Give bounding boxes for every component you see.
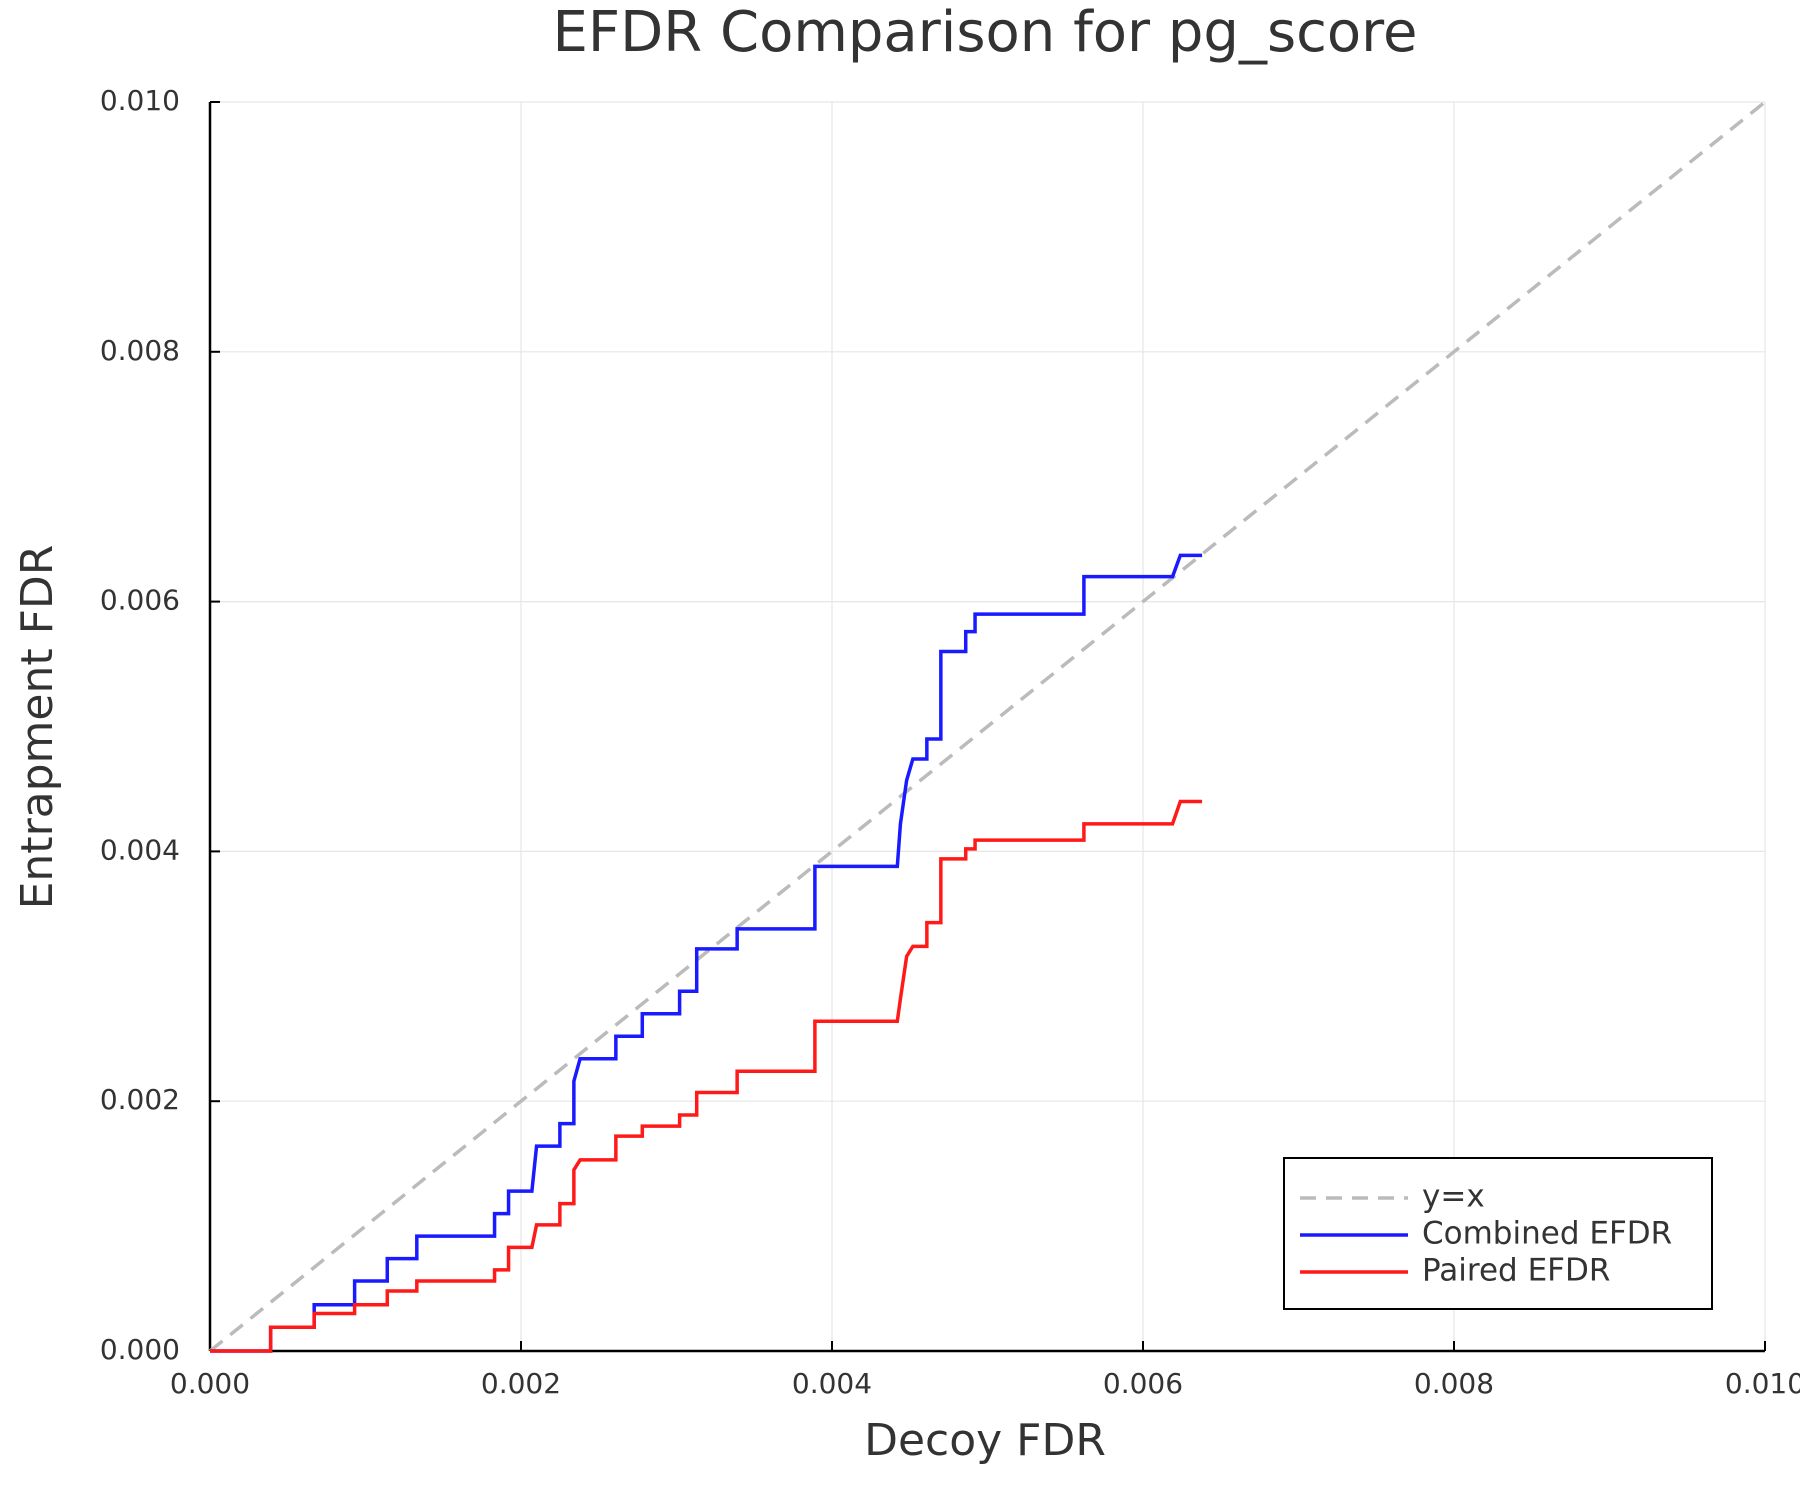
y-tick-label: 0.010: [100, 84, 180, 117]
x-tick-label: 0.010: [1725, 1367, 1800, 1400]
x-tick-label: 0.002: [481, 1367, 561, 1400]
x-tick-label: 0.004: [792, 1367, 872, 1400]
y-tick-label: 0.008: [100, 334, 180, 367]
y-tick-label: 0.004: [100, 833, 180, 866]
y-tick-label: 0.006: [100, 584, 180, 617]
legend-label: y=x: [1422, 1179, 1485, 1215]
series-line: [210, 799, 1203, 1353]
x-tick-label: 0.000: [170, 1367, 250, 1400]
legend-box: [1283, 1157, 1713, 1310]
series-line: [208, 100, 1767, 1353]
x-tick-label: 0.006: [1103, 1367, 1183, 1400]
series-line: [210, 553, 1203, 1353]
y-tick-label: 0.002: [100, 1083, 180, 1116]
x-tick-label: 0.008: [1414, 1367, 1494, 1400]
legend-label: Paired EFDR: [1422, 1253, 1610, 1289]
y-axis-label: Entrapment FDR: [12, 545, 63, 910]
legend-label: Combined EFDR: [1422, 1216, 1672, 1252]
y-tick-label: 0.000: [100, 1333, 180, 1366]
x-axis-label: Decoy FDR: [864, 1415, 1106, 1466]
chart-title: EFDR Comparison for pg_score: [553, 0, 1418, 65]
